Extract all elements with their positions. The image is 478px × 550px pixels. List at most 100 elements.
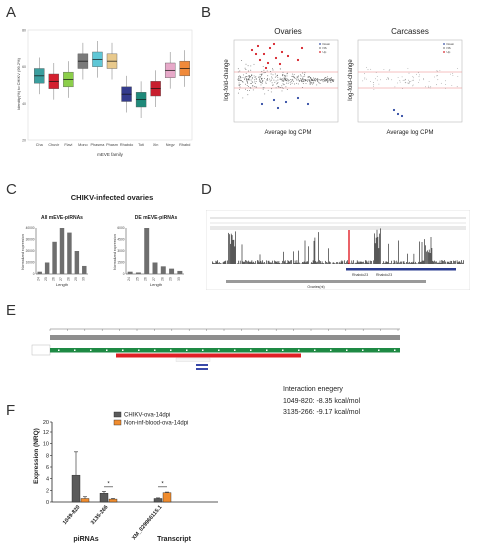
carcasses-point <box>373 85 374 87</box>
coverage-bar <box>225 260 227 264</box>
coverage-bar <box>314 237 316 264</box>
coverage-bar <box>303 261 305 264</box>
coverage-bar <box>302 262 303 264</box>
ovaries-point <box>247 77 249 79</box>
ovaries-point <box>328 80 330 82</box>
coverage-bar <box>456 260 458 264</box>
panel-f-bar-0-0 <box>71 474 81 503</box>
ovaries-point <box>269 80 271 82</box>
ovaries-point <box>303 79 305 81</box>
coverage-bar <box>346 261 347 264</box>
ovaries-point <box>297 76 299 78</box>
ovaries-point <box>309 83 311 85</box>
ovaries-point <box>250 79 252 81</box>
coverage-bar <box>371 261 372 264</box>
ovaries-point <box>255 80 257 82</box>
ovaries-down-point <box>272 98 276 102</box>
coverage-bar <box>434 260 435 264</box>
ovaries-point <box>250 65 252 67</box>
ovaries-point <box>241 80 242 82</box>
panel-d-gene-label-2: Rhabdo23 <box>376 273 392 277</box>
coverage-bar <box>453 260 454 264</box>
coverage-bar <box>409 261 410 264</box>
ovaries-point <box>237 78 239 80</box>
ovaries-point <box>242 76 244 78</box>
ovaries-point <box>243 74 244 76</box>
ovaries-point <box>299 80 301 82</box>
ovaries-point <box>258 75 260 77</box>
coverage-bar <box>221 263 222 264</box>
ovaries-point <box>306 80 308 82</box>
coverage-bar <box>262 260 263 264</box>
ovaries-point <box>267 78 268 79</box>
coverage-bar <box>237 263 238 264</box>
coverage-bar <box>418 261 419 264</box>
panel-f-expression-chart: Expression (NRQ) 0 2 4 6 8 10 12 20 1049-820 313… <box>33 411 218 543</box>
ovaries-point <box>326 79 328 81</box>
panel-c-left-xtick: 27 <box>59 277 63 281</box>
ovaries-point <box>237 79 239 81</box>
ovaries-frame <box>233 39 339 123</box>
coverage-bar <box>443 261 444 264</box>
ovaries-down-point <box>284 100 288 104</box>
coverage-bar <box>242 261 244 264</box>
ovaries-point <box>245 69 247 70</box>
coverage-bar <box>276 261 278 264</box>
ovaries-point <box>262 88 264 90</box>
coverage-bar <box>283 251 284 264</box>
ovaries-point <box>300 78 302 79</box>
coverage-bar <box>316 262 317 264</box>
carcasses-point <box>408 79 409 81</box>
coverage-bar <box>402 261 404 264</box>
coverage-bar <box>307 261 308 264</box>
carcasses-point <box>425 86 426 88</box>
panel-a-boxplot: Identity(%) to CHIKV (99.2%) 20 40 60 80 Cha… <box>16 29 193 157</box>
ovaries-point <box>300 81 302 83</box>
coverage-bar <box>419 241 420 264</box>
ovaries-up-point <box>266 61 270 65</box>
panel-c-right-xtick: 25 <box>135 277 139 281</box>
ovaries-point <box>244 76 246 78</box>
coverage-bar <box>354 263 355 264</box>
panel-f-ytick: 20 <box>43 420 49 426</box>
coverage-bar <box>315 261 317 264</box>
ovaries-point <box>265 79 267 81</box>
ovaries-title: Ovaries <box>274 27 302 36</box>
ovaries-point <box>262 81 263 83</box>
panel-d-track-label: Ovaries(nt) <box>307 285 324 289</box>
coverage-bar <box>218 262 219 264</box>
ovaries-point <box>326 78 328 80</box>
ovaries-point <box>299 74 301 76</box>
ovaries-point <box>292 79 294 81</box>
coverage-bar <box>243 262 245 264</box>
ovaries-point <box>251 78 253 80</box>
ovaries-point <box>315 79 317 81</box>
carcasses-point <box>380 79 381 81</box>
carcasses-point <box>375 72 377 73</box>
ovaries-up-point <box>256 44 260 48</box>
coverage-bar <box>227 260 228 264</box>
panel-c-right-bar-24 <box>127 271 133 274</box>
coverage-bar <box>261 262 263 264</box>
ovaries-up-point <box>296 58 300 62</box>
coverage-bar <box>288 261 290 264</box>
ovaries-point <box>326 76 328 78</box>
ovaries-point <box>284 74 285 76</box>
ovaries-up-point <box>254 52 258 56</box>
coverage-bar <box>255 261 256 264</box>
panel-label-e: E <box>6 302 17 319</box>
ovaries-point <box>239 84 240 86</box>
ovaries-point <box>261 77 263 79</box>
coverage-bar <box>229 234 230 264</box>
coverage-bar <box>302 262 304 264</box>
carcasses-point <box>383 69 385 70</box>
coverage-bar <box>355 262 356 264</box>
panel-d-feature-bar <box>226 280 426 283</box>
carcasses-point <box>445 87 446 89</box>
ovaries-point <box>277 85 279 87</box>
ovaries-point <box>262 65 264 67</box>
ovaries-point <box>293 75 295 77</box>
coverage-bar <box>351 260 353 264</box>
ovaries-point <box>282 78 284 80</box>
ovaries-point <box>274 76 276 78</box>
